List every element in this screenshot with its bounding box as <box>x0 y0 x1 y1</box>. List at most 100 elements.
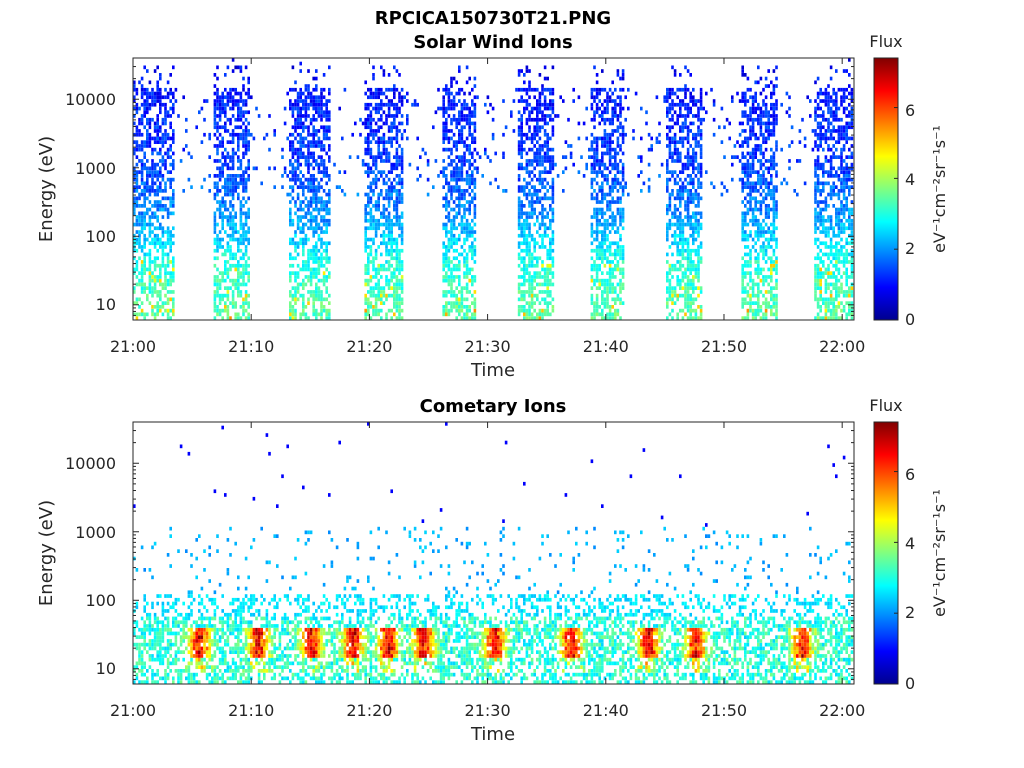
heatmap-cell <box>161 256 165 261</box>
heatmap-cell <box>322 222 326 227</box>
heatmap-cell <box>673 73 677 77</box>
heatmap-cell <box>694 230 698 234</box>
heatmap-cell <box>689 260 692 264</box>
heatmap-cell <box>749 132 752 137</box>
heatmap-cell <box>398 215 401 219</box>
heatmap-cell <box>315 245 318 249</box>
heatmap-cell <box>320 252 323 257</box>
heatmap-cell <box>608 252 612 257</box>
heatmap-cell <box>593 237 596 242</box>
heatmap-cell <box>666 95 669 100</box>
heatmap-cell <box>312 275 315 279</box>
heatmap-cell <box>525 151 529 156</box>
heatmap-cell <box>473 316 477 320</box>
heatmap-cell <box>380 267 383 272</box>
heatmap-cell <box>372 204 375 208</box>
heatmap-cell <box>218 241 222 246</box>
heatmap-cell <box>686 252 690 257</box>
heatmap-cell <box>699 215 703 219</box>
heatmap-cell <box>616 151 620 156</box>
heatmap-cell <box>138 230 141 234</box>
heatmap-cell <box>234 211 237 216</box>
heatmap-cell <box>322 102 326 107</box>
heatmap-cell <box>213 99 217 103</box>
heatmap-cell <box>426 159 430 163</box>
heatmap-cell <box>546 256 549 261</box>
heatmap-cell <box>541 233 544 238</box>
heatmap-cell <box>148 95 152 100</box>
heatmap-cell <box>697 110 700 115</box>
heatmap-cell <box>234 226 237 231</box>
heatmap-cell <box>673 237 677 242</box>
heatmap-cell <box>686 132 690 137</box>
heatmap-cell <box>460 174 464 178</box>
heatmap-cell <box>465 256 469 261</box>
heatmap-cell <box>712 132 716 137</box>
heatmap-cell <box>296 117 300 122</box>
figure-filename-title: RPCICA150730T21.PNG <box>375 8 611 29</box>
heatmap-cell <box>312 144 315 148</box>
heatmap-cell <box>398 256 401 261</box>
heatmap-cell <box>143 99 146 103</box>
heatmap-cell <box>377 263 380 268</box>
heatmap-cell <box>671 192 674 197</box>
heatmap-cell <box>138 215 141 219</box>
heatmap-cell <box>736 91 739 96</box>
heatmap-cell <box>528 222 531 227</box>
heatmap-cell <box>294 174 297 178</box>
heatmap-cell <box>759 144 763 148</box>
heatmap-cell <box>611 99 614 103</box>
heatmap-cell <box>320 297 323 302</box>
heatmap-cell <box>593 263 596 268</box>
heatmap-cell <box>538 170 542 174</box>
heatmap-cell <box>367 125 370 130</box>
heatmap-cell <box>372 73 375 77</box>
heatmap-cell <box>452 305 456 309</box>
heatmap-cell <box>450 233 453 238</box>
heatmap-cell <box>473 301 477 305</box>
heatmap-cell <box>299 121 302 126</box>
heatmap-cell <box>640 136 643 141</box>
heatmap-cell <box>746 114 750 118</box>
heatmap-cell <box>299 316 302 320</box>
heatmap-cell <box>138 312 141 317</box>
heatmap-cell <box>231 293 235 298</box>
heatmap-cell <box>377 196 380 201</box>
heatmap-cell <box>328 136 331 141</box>
heatmap-cell <box>679 151 682 156</box>
heatmap-cell <box>367 211 370 216</box>
heatmap-cell <box>559 95 562 100</box>
heatmap-cell <box>463 196 466 201</box>
heatmap-cell <box>520 140 523 144</box>
heatmap-cell <box>452 144 456 148</box>
heatmap-cell <box>686 106 690 111</box>
heatmap-cell <box>749 275 752 279</box>
heatmap-cell <box>473 275 477 279</box>
heatmap-cell <box>757 282 760 287</box>
heatmap-cell <box>686 282 690 287</box>
heatmap-cell <box>536 256 539 261</box>
heatmap-cell <box>382 286 386 290</box>
heatmap-cell <box>218 297 222 302</box>
heatmap-cell <box>156 174 159 178</box>
heatmap-cell <box>320 95 323 100</box>
heatmap-cell <box>447 256 451 261</box>
heatmap-cell <box>226 95 230 100</box>
heatmap-cell <box>621 166 625 171</box>
heatmap-cell <box>296 226 300 231</box>
heatmap-cell <box>291 263 295 268</box>
heatmap-cell <box>143 226 146 231</box>
heatmap-cell <box>320 155 323 159</box>
heatmap-cell <box>135 241 139 246</box>
heatmap-cell <box>369 200 373 204</box>
heatmap-cell <box>377 200 380 204</box>
heatmap-cell <box>538 226 542 231</box>
heatmap-cell <box>224 260 227 264</box>
heatmap-cell <box>720 181 724 186</box>
heatmap-cell <box>668 263 672 268</box>
heatmap-cell <box>143 260 146 264</box>
heatmap-cell <box>536 218 539 223</box>
heatmap-cell <box>244 222 248 227</box>
heatmap-cell <box>382 267 386 272</box>
heatmap-cell <box>153 166 157 171</box>
